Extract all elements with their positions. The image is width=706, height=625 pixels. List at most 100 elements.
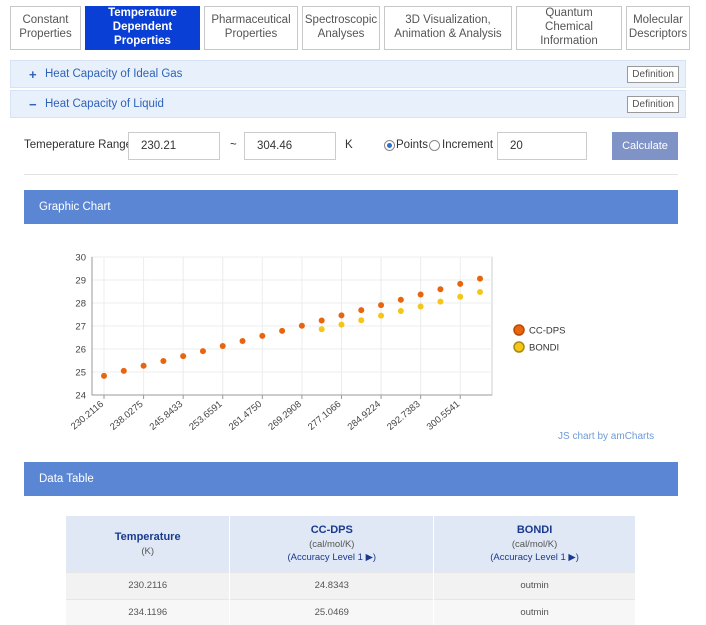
cell-bondi: outmin — [433, 571, 636, 599]
points-count-input[interactable] — [497, 132, 587, 160]
x-tick-label: 277.1066 — [306, 399, 343, 430]
graphic-chart-header: Graphic Chart — [24, 190, 678, 224]
cell-temperature: 234.1196 — [66, 598, 231, 625]
data-point-cc-dps — [457, 280, 464, 287]
data-point-cc-dps — [140, 362, 147, 369]
accordion-heat-capacity-liquid[interactable]: − Heat Capacity of Liquid Definition — [10, 90, 686, 118]
data-point-cc-dps — [279, 327, 286, 334]
data-point-cc-dps — [199, 348, 206, 355]
data-point-cc-dps — [120, 367, 127, 374]
tab-spectroscopic-analyses[interactable]: Spectroscopic Analyses — [302, 6, 380, 50]
data-point-cc-dps — [417, 291, 424, 298]
chart-credit-link[interactable]: JS chart by amCharts — [558, 431, 655, 442]
y-tick-label: 27 — [75, 322, 86, 333]
data-point-cc-dps — [259, 332, 266, 339]
data-point-cc-dps — [180, 353, 187, 360]
definition-button[interactable]: Definition — [627, 96, 679, 113]
x-tick-label: 292.7383 — [385, 399, 422, 430]
data-point-bondi — [477, 288, 484, 295]
table-row: 234.1196 25.0469 outmin — [66, 598, 636, 625]
data-point-bondi — [378, 312, 385, 319]
data-point-cc-dps — [358, 307, 365, 314]
legend-marker — [513, 324, 525, 336]
range-separator: ~ — [230, 139, 237, 151]
header-unit: (cal/mol/K) — [511, 539, 558, 551]
unit-label: K — [345, 139, 353, 151]
temperature-min-input[interactable] — [128, 132, 220, 160]
accordion-heat-capacity-ideal-gas[interactable]: + Heat Capacity of Ideal Gas Definition — [10, 60, 686, 88]
temperature-range-form: Temeperature Range ~ K Points Increment … — [24, 132, 684, 160]
increment-label: Increment — [442, 139, 494, 151]
x-tick-label: 230.2116 — [69, 399, 106, 430]
tab-pharmaceutical-properties[interactable]: Pharmaceutical Properties — [204, 6, 298, 50]
x-tick-label: 245.8433 — [148, 399, 185, 430]
data-point-cc-dps — [318, 317, 325, 324]
data-point-cc-dps — [101, 372, 107, 379]
tab-bar: Constant Properties Temperature Dependen… — [10, 6, 690, 50]
data-point-bondi — [318, 326, 325, 333]
header-unit: (K) — [141, 545, 155, 557]
y-tick-label: 24 — [75, 391, 86, 402]
data-table: Temperature (K) CC-DPS (cal/mol/K) (Accu… — [66, 516, 636, 625]
x-tick-label: 238.0275 — [108, 399, 145, 430]
accuracy-level-link[interactable]: (Accuracy Level 1 ▶) — [490, 552, 579, 564]
cell-cc-dps: 24.8343 — [229, 571, 435, 599]
tab-3d-visualization[interactable]: 3D Visualization, Animation & Analysis — [384, 6, 512, 50]
expand-icon: + — [29, 66, 37, 82]
tab-molecular-descriptors[interactable]: Molecular Descriptors — [626, 6, 690, 50]
data-point-cc-dps — [338, 312, 345, 319]
data-point-cc-dps — [219, 343, 226, 350]
data-point-bondi — [397, 308, 404, 315]
y-tick-label: 26 — [75, 345, 86, 356]
data-point-bondi — [417, 303, 424, 310]
x-tick-label: 269.2908 — [266, 399, 303, 430]
header-title: Temperature — [114, 530, 181, 543]
cell-temperature: 230.2116 — [66, 571, 231, 599]
cell-bondi: outmin — [433, 598, 636, 625]
accuracy-level-link[interactable]: (Accuracy Level 1 ▶) — [287, 552, 377, 564]
x-tick-label: 253.6591 — [187, 399, 224, 430]
accordion-label: Heat Capacity of Liquid — [45, 98, 164, 110]
data-point-cc-dps — [239, 337, 246, 344]
temperature-range-label: Temeperature Range — [24, 139, 133, 151]
accordion-label: Heat Capacity of Ideal Gas — [45, 68, 183, 80]
y-tick-label: 29 — [75, 276, 86, 287]
heat-capacity-chart: 24 25 26 27 28 29 30 230.2116 238.0275 245.8433 25… — [69, 253, 565, 431]
data-point-bondi — [338, 321, 345, 328]
x-tick-label: 300.5541 — [425, 399, 462, 430]
points-radio[interactable] — [384, 140, 395, 151]
data-point-cc-dps — [477, 275, 484, 282]
data-point-cc-dps — [298, 322, 305, 329]
legend-label: BONDI — [529, 343, 559, 354]
temperature-max-input[interactable] — [244, 132, 336, 160]
data-point-cc-dps — [160, 357, 167, 364]
definition-button[interactable]: Definition — [627, 66, 679, 83]
points-label: Points — [396, 139, 428, 151]
calculate-button[interactable]: Calculate — [612, 132, 678, 160]
column-header-temperature: Temperature (K) — [66, 516, 231, 572]
increment-radio[interactable] — [429, 140, 440, 151]
y-tick-label: 30 — [75, 253, 86, 264]
cell-cc-dps: 25.0469 — [229, 598, 435, 625]
data-point-bondi — [358, 317, 365, 324]
legend-label: CC-DPS — [529, 326, 565, 337]
x-tick-label: 284.9224 — [346, 399, 383, 430]
header-unit: (cal/mol/K) — [309, 539, 355, 551]
x-tick-label: 261.4750 — [227, 399, 264, 430]
tab-quantum-chemical-information[interactable]: Quantum Chemical Information — [516, 6, 622, 50]
data-point-cc-dps — [437, 286, 444, 293]
y-tick-label: 28 — [75, 299, 86, 310]
table-row: 230.2116 24.8343 outmin — [66, 571, 636, 599]
data-point-bondi — [437, 298, 444, 305]
y-tick-label: 25 — [75, 368, 86, 379]
column-header-bondi: BONDI (cal/mol/K) (Accuracy Level 1 ▶) — [433, 516, 636, 572]
divider — [24, 174, 678, 175]
tab-constant-properties[interactable]: Constant Properties — [10, 6, 81, 50]
header-title: BONDI — [516, 524, 553, 537]
data-point-cc-dps — [397, 296, 404, 303]
data-table-header: Data Table — [24, 462, 678, 496]
collapse-icon: − — [29, 96, 37, 112]
tab-temperature-dependent-properties[interactable]: Temperature Dependent Properties — [85, 6, 200, 50]
column-header-cc-dps: CC-DPS (cal/mol/K) (Accuracy Level 1 ▶) — [229, 516, 435, 572]
legend-marker — [513, 341, 525, 353]
